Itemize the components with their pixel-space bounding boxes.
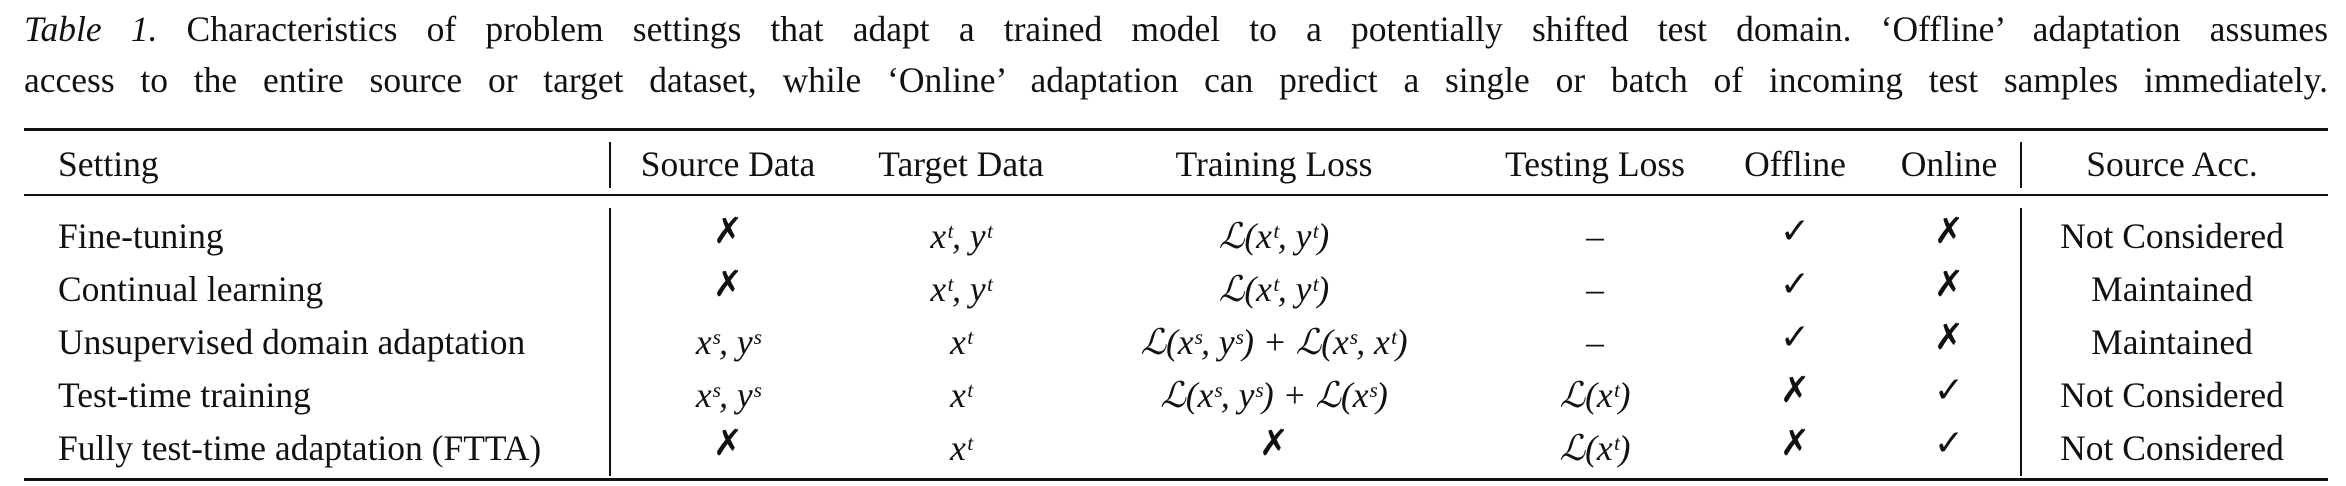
- column-divider: [609, 208, 611, 476]
- table-caption: Table 1. Characteristics of problem sett…: [24, 4, 2328, 106]
- check-mark: ✓: [1779, 317, 1811, 358]
- table-bottom-rule: [24, 478, 2328, 481]
- check-mark: ✓: [1779, 211, 1811, 252]
- column-divider: [2020, 142, 2022, 188]
- cross-mark: ✗: [1933, 264, 1965, 305]
- row-fine-tuning-setting: Fine-tuning: [58, 216, 224, 256]
- row-ftta-target: xᵗ: [950, 428, 972, 468]
- caption-line-1: Table 1. Characteristics of problem sett…: [24, 4, 2328, 55]
- column-divider: [2020, 208, 2022, 476]
- cross-mark: ✗: [712, 211, 744, 252]
- row-ttt-target: xᵗ: [950, 375, 972, 415]
- header-setting: Setting: [58, 144, 159, 184]
- row-uda-source-acc: Maintained: [2091, 322, 2253, 362]
- row-ftta-test-loss: ℒ(xᵗ): [1559, 428, 1631, 468]
- check-mark: ✓: [1933, 423, 1965, 464]
- row-ttt-train-loss: ℒ(xˢ, yˢ) + ℒ(xˢ): [1160, 375, 1388, 415]
- row-uda-train-loss: ℒ(xˢ, yˢ) + ℒ(xˢ, xᵗ): [1140, 322, 1408, 362]
- row-uda-target: xᵗ: [950, 322, 972, 362]
- cross-mark: ✗: [1258, 423, 1290, 464]
- row-ttt-source: xˢ, yˢ: [695, 375, 761, 415]
- caption-lead: Table 1.: [24, 9, 158, 49]
- header-source-data: Source Data: [640, 144, 816, 184]
- row-continual-target: xᵗ, yᵗ: [930, 269, 992, 309]
- table-top-rule: [24, 128, 2328, 131]
- table-header-rule: [24, 194, 2328, 196]
- cross-mark: ✗: [1779, 423, 1811, 464]
- header-offline: Offline: [1744, 144, 1846, 184]
- cross-mark: ✗: [1933, 317, 1965, 358]
- check-mark: ✓: [1779, 264, 1811, 305]
- row-uda-setting: Unsupervised domain adaptation: [58, 322, 526, 362]
- cross-mark: ✗: [712, 264, 744, 305]
- row-uda-source: xˢ, yˢ: [695, 322, 761, 362]
- caption-line-2: access to the entire source or target da…: [24, 60, 2328, 100]
- row-uda-test-loss: –: [1586, 322, 1604, 362]
- header-source-acc: Source Acc.: [2086, 144, 2258, 184]
- header-testing-loss: Testing Loss: [1505, 144, 1685, 184]
- header-training-loss: Training Loss: [1175, 144, 1373, 184]
- cross-mark: ✗: [1933, 211, 1965, 252]
- column-divider: [609, 142, 611, 188]
- row-continual-source-acc: Maintained: [2091, 269, 2253, 309]
- row-ttt-test-loss: ℒ(xᵗ): [1559, 375, 1631, 415]
- row-ftta-setting: Fully test-time adaptation (FTTA): [58, 428, 542, 468]
- cross-mark: ✗: [1779, 370, 1811, 411]
- check-mark: ✓: [1933, 370, 1965, 411]
- header-online: Online: [1900, 144, 1998, 184]
- row-fine-tuning-target: xᵗ, yᵗ: [930, 216, 992, 256]
- row-ttt-setting: Test-time training: [58, 375, 311, 415]
- row-continual-setting: Continual learning: [58, 269, 324, 309]
- row-fine-tuning-source-acc: Not Considered: [2060, 216, 2284, 256]
- row-ttt-source-acc: Not Considered: [2060, 375, 2284, 415]
- row-continual-train-loss: ℒ(xᵗ, yᵗ): [1218, 269, 1330, 309]
- row-continual-test-loss: –: [1586, 269, 1604, 309]
- row-fine-tuning-test-loss: –: [1586, 216, 1604, 256]
- caption-line-1-text: Characteristics of problem settings that…: [157, 9, 2329, 49]
- header-target-data: Target Data: [878, 144, 1044, 184]
- row-fine-tuning-train-loss: ℒ(xᵗ, yᵗ): [1218, 216, 1330, 256]
- row-ftta-source-acc: Not Considered: [2060, 428, 2284, 468]
- cross-mark: ✗: [712, 423, 744, 464]
